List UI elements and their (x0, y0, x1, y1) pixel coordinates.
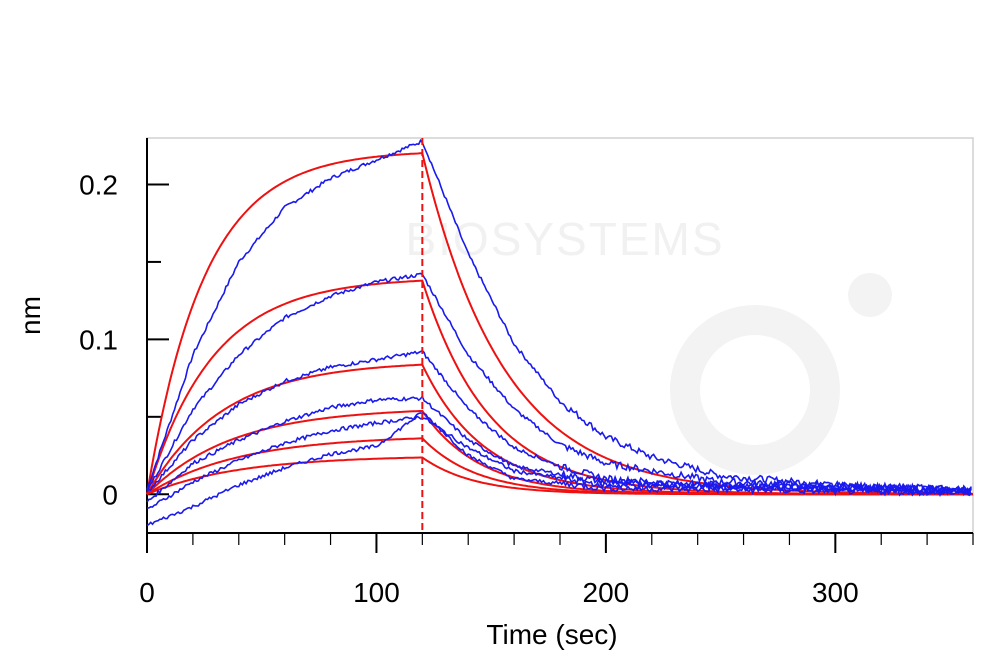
y-tick-label: 0 (102, 479, 118, 510)
tick-labels: 0 100 200 300 0 0.1 0.2 (79, 169, 859, 608)
watermark: BIOSYSTEMS (405, 213, 892, 475)
x-axis-label: Time (sec) (486, 619, 617, 650)
y-tick-label: 0.2 (79, 169, 118, 200)
x-tick-label: 300 (812, 577, 859, 608)
measured-curve-6 (146, 412, 972, 527)
measured-curve-1 (146, 138, 972, 495)
x-tick-label: 0 (139, 577, 155, 608)
measured-curve-2 (146, 272, 972, 495)
watermark-logo (670, 305, 840, 475)
x-tick-label: 200 (583, 577, 630, 608)
measured-curves (146, 138, 972, 527)
axes (146, 138, 974, 553)
x-tick-label: 100 (353, 577, 400, 608)
watermark-text: BIOSYSTEMS (405, 213, 724, 265)
watermark-dot (848, 273, 892, 317)
y-tick-label: 0.1 (79, 324, 118, 355)
y-axis-label: nm (15, 296, 46, 335)
